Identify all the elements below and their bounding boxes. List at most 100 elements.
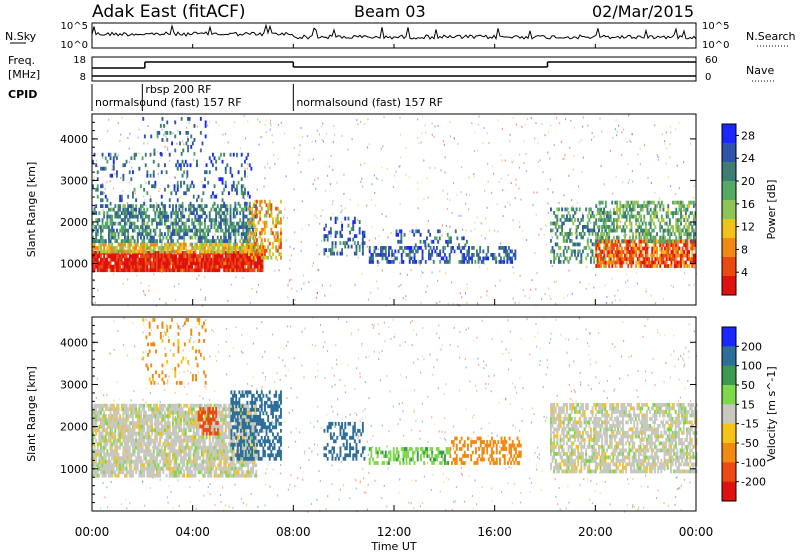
data-cell (132, 235, 134, 240)
data-cell (119, 194, 122, 199)
data-cell (633, 246, 636, 251)
noise-cell (398, 402, 400, 405)
data-cell (168, 198, 171, 203)
noise-cell (558, 202, 560, 204)
data-cell (683, 232, 686, 236)
noise-cell (544, 134, 546, 137)
data-cell (111, 225, 114, 229)
noise-cell (539, 159, 541, 162)
noise-cell (485, 382, 487, 385)
noise-cell (538, 453, 540, 456)
data-cell (143, 261, 146, 266)
data-cell (608, 257, 610, 261)
data-cell (575, 232, 578, 236)
data-cell (154, 184, 157, 189)
noise-cell (145, 181, 147, 184)
noise-cell (373, 324, 375, 327)
data-cell (635, 246, 638, 251)
noise-cell (449, 121, 451, 124)
data-cell (247, 191, 250, 196)
data-cell (437, 239, 440, 244)
data-cell (280, 199, 282, 204)
data-cell (189, 268, 192, 273)
data-cell (414, 243, 417, 248)
data-cell (92, 159, 94, 164)
data-cell (662, 253, 665, 258)
data-cell (149, 152, 152, 157)
noise-cell (400, 458, 402, 461)
data-cell (368, 260, 371, 264)
data-cell (165, 257, 168, 262)
data-cell (181, 264, 184, 269)
data-cell (124, 221, 126, 226)
data-cell (124, 228, 126, 233)
noise-cell (314, 344, 316, 347)
data-cell (590, 214, 592, 219)
data-cell (224, 235, 227, 240)
data-cell (149, 246, 152, 250)
noise-cell (493, 374, 495, 377)
noise-cell (453, 326, 455, 329)
data-cell (604, 204, 607, 208)
noise-cell (179, 222, 181, 225)
data-cell (191, 249, 194, 254)
data-cell (688, 204, 690, 208)
data-cell (205, 239, 208, 243)
data-cell (128, 225, 131, 229)
noise-cell (331, 385, 333, 388)
data-cell (204, 177, 206, 182)
data-cell (606, 235, 609, 240)
data-cell (244, 246, 246, 250)
data-cell (683, 218, 686, 222)
noise-cell (293, 247, 295, 250)
noise-cell (595, 214, 597, 217)
noise-cell (377, 264, 379, 267)
data-cell (114, 214, 117, 219)
data-cell (170, 246, 173, 250)
data-cell (181, 228, 184, 233)
data-cell (232, 268, 235, 273)
data-cell (244, 191, 246, 196)
data-cell (130, 257, 133, 262)
data-cell (240, 221, 243, 226)
data-cell (329, 227, 332, 231)
data-cell (447, 260, 450, 264)
noise-cell (555, 318, 557, 321)
noise-cell (564, 118, 567, 121)
data-cell (175, 221, 178, 226)
colorbar-segment (722, 124, 736, 144)
data-cell (363, 230, 366, 235)
data-cell (179, 131, 181, 135)
noise-cell (433, 136, 435, 138)
data-cell (149, 257, 152, 262)
noise-cell (341, 134, 343, 137)
data-cell (601, 257, 604, 261)
noise-cell (325, 508, 327, 511)
data-cell (116, 246, 118, 250)
data-cell (196, 268, 198, 273)
data-cell (477, 260, 480, 264)
data-cell (213, 250, 216, 255)
data-cell (561, 214, 564, 219)
data-cell (692, 264, 695, 268)
noise-cell (596, 213, 598, 216)
noise-cell (114, 173, 116, 176)
noise-cell (570, 119, 572, 122)
noise-cell (389, 297, 391, 300)
noise-cell (461, 228, 464, 231)
noise-cell (683, 365, 685, 368)
data-cell (638, 221, 641, 226)
data-cell (660, 235, 663, 240)
noise-cell (467, 327, 470, 330)
data-cell (199, 261, 202, 266)
noise-cell (625, 281, 627, 284)
data-cell (342, 241, 345, 245)
data-cell (234, 268, 237, 273)
data-cell (127, 211, 130, 215)
data-cell (672, 200, 674, 205)
data-cell (646, 239, 649, 244)
data-cell (353, 241, 356, 245)
data-cell (98, 239, 101, 243)
noise-cell (510, 182, 512, 185)
